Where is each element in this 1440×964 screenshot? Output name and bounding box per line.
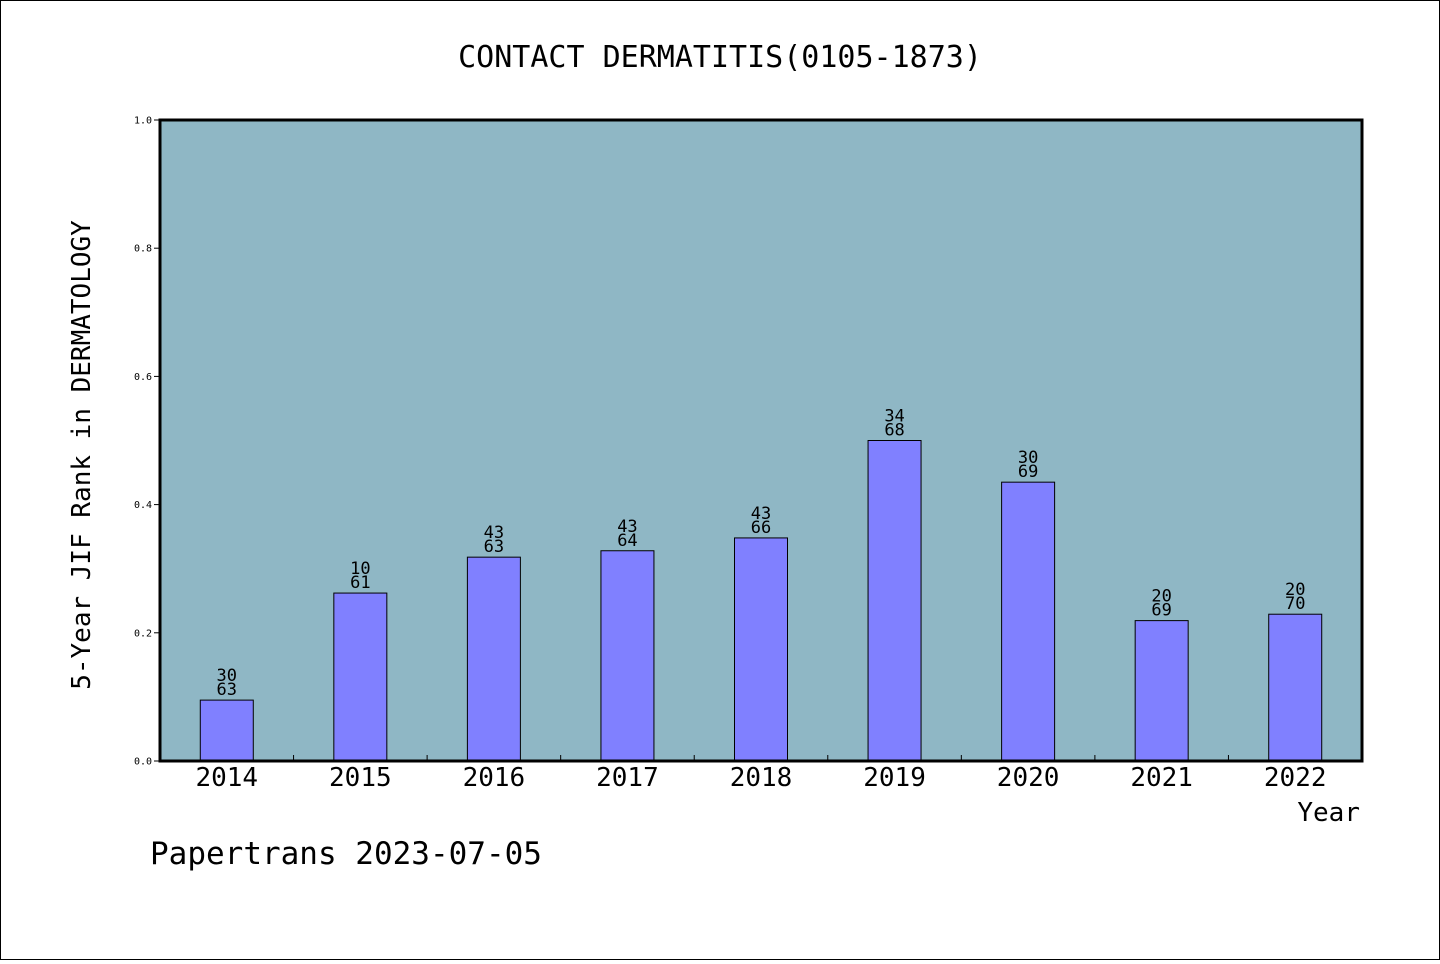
bar-label-bottom: 70: [1285, 594, 1305, 614]
plot-border: [158, 118, 1364, 763]
y-axis-label: 5-Year JIF Rank in DERMATOLOGY: [67, 220, 97, 690]
chart-title: CONTACT DERMATITIS(0105-1873): [458, 40, 982, 75]
x-tick-label: 2016: [463, 763, 526, 793]
bar-label-top: 43: [617, 517, 637, 537]
bar-label-top: 20: [1285, 580, 1305, 600]
y-tick-label: 0.4: [134, 500, 152, 511]
x-tick-label: 2021: [1130, 763, 1193, 793]
y-tick-label: 1.0: [134, 116, 152, 127]
y-tick-label: 0.8: [134, 244, 152, 255]
y-axis: 0.0 0.2 0.4 0.6 0.8 1.0: [134, 116, 160, 768]
bar-label-top: 20: [1151, 587, 1171, 607]
x-tick-label: 2014: [195, 763, 258, 793]
bar-2019: [867, 440, 922, 762]
x-tick-label: 2019: [863, 763, 926, 793]
bar-label-bottom: 63: [217, 680, 237, 700]
y-tick-label: 0.2: [134, 628, 152, 639]
bar-label-top: 30: [1018, 448, 1038, 468]
y-tick-label: 0.6: [134, 372, 152, 383]
bar-label-bottom: 68: [884, 421, 904, 441]
bar-2021: [1134, 620, 1189, 762]
bar-label-top: 10: [350, 559, 370, 579]
bar-2017: [600, 550, 655, 762]
bar-2018: [734, 537, 788, 762]
bar-label-bottom: 66: [751, 518, 771, 538]
bar-label-bottom: 64: [617, 531, 637, 551]
footer-text: Papertrans 2023-07-05: [150, 836, 542, 872]
bar-label-top: 34: [884, 407, 904, 427]
bar-label-bottom: 63: [484, 537, 504, 557]
x-axis-label: Year: [1297, 798, 1360, 828]
x-tick-label: 2017: [596, 763, 659, 793]
x-axis: 2014 2015 2016 2017 2018 2019 2020 2021 2022: [195, 755, 1327, 793]
x-tick-label: 2022: [1264, 763, 1327, 793]
bar-2020: [1001, 481, 1056, 762]
bar-2022: [1268, 613, 1323, 762]
bar-2015: [333, 592, 388, 762]
bar-label-top: 30: [217, 666, 237, 686]
bar-label-bottom: 61: [350, 573, 370, 593]
x-tick-label: 2018: [730, 763, 793, 793]
x-tick-label: 2015: [329, 763, 392, 793]
bar-2014: [199, 699, 254, 762]
y-tick-label: 0.0: [134, 757, 152, 768]
bar-label-top: 43: [751, 504, 771, 524]
x-tick-label: 2020: [997, 763, 1060, 793]
bar-label-top: 43: [484, 523, 504, 543]
bar-label-bottom: 69: [1151, 601, 1171, 621]
bar-2016: [466, 556, 521, 762]
bar-label-bottom: 69: [1018, 462, 1038, 482]
